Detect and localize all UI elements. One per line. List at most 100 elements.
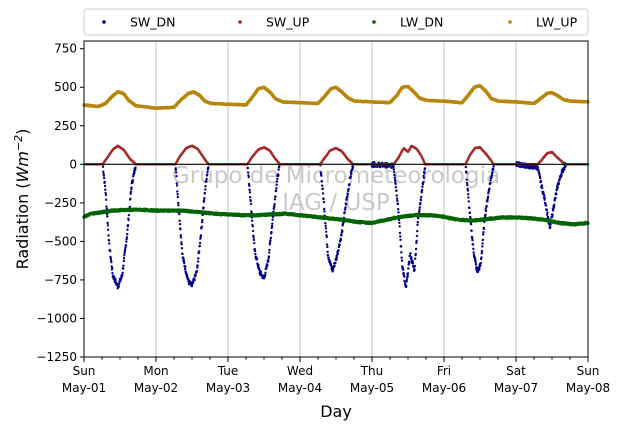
data-point	[325, 230, 328, 233]
data-point	[103, 180, 106, 184]
data-point	[544, 204, 548, 207]
data-point	[185, 274, 189, 277]
data-point	[275, 183, 278, 186]
data-point	[396, 199, 399, 203]
data-point	[122, 264, 125, 267]
data-point	[537, 168, 540, 172]
data-point	[326, 250, 329, 253]
data-point	[401, 266, 405, 270]
data-point	[480, 256, 483, 259]
data-point	[563, 167, 566, 171]
data-point	[267, 259, 270, 263]
data-point	[481, 238, 485, 242]
data-point	[325, 235, 328, 239]
data-point	[248, 191, 252, 194]
data-point	[484, 209, 488, 213]
data-point	[556, 186, 559, 189]
data-point	[397, 218, 401, 222]
data-point	[105, 205, 108, 208]
data-point	[395, 194, 398, 197]
data-point	[247, 175, 250, 179]
data-point	[322, 207, 326, 211]
data-point	[474, 259, 477, 262]
data-point	[176, 201, 180, 205]
data-point	[344, 206, 347, 209]
data-point	[393, 179, 397, 182]
data-point	[274, 195, 277, 198]
data-point	[486, 200, 489, 203]
data-point	[129, 197, 132, 201]
data-point	[109, 257, 112, 260]
data-point	[263, 273, 267, 277]
data-point	[349, 175, 352, 178]
data-point	[400, 256, 403, 259]
data-point	[123, 254, 126, 257]
data-point	[196, 260, 200, 263]
data-point	[402, 271, 405, 275]
data-point	[272, 207, 275, 210]
data-point	[184, 265, 187, 268]
data-point	[194, 273, 197, 277]
data-point	[121, 267, 125, 270]
data-point	[492, 167, 495, 171]
data-point	[107, 234, 110, 237]
data-point	[491, 171, 494, 174]
data-point	[327, 256, 330, 259]
data-point	[543, 196, 546, 200]
data-point	[336, 252, 339, 256]
data-point	[471, 243, 475, 246]
data-point	[489, 182, 492, 185]
data-point	[202, 206, 205, 209]
data-point	[117, 282, 121, 285]
data-point	[326, 253, 330, 257]
data-point	[468, 211, 472, 214]
data-point	[125, 240, 128, 243]
data-point	[543, 198, 546, 201]
data-point	[414, 252, 417, 256]
data-point	[421, 182, 425, 186]
data-point	[320, 180, 324, 183]
data-point	[552, 205, 556, 209]
data-point	[345, 197, 348, 201]
data-point	[350, 172, 353, 176]
data-point	[341, 230, 344, 233]
data-point	[413, 264, 417, 268]
data-point	[337, 249, 340, 252]
data-point	[175, 175, 178, 178]
data-point	[133, 171, 136, 174]
data-point	[324, 227, 328, 230]
data-point	[482, 227, 486, 231]
data-point	[540, 184, 544, 187]
watermark-line-1: Grupo de Micrometeorologia	[172, 163, 500, 189]
data-point	[183, 261, 186, 265]
data-point	[187, 277, 190, 281]
data-point	[416, 229, 419, 233]
data-point	[416, 221, 419, 224]
data-point	[107, 239, 111, 242]
data-point	[469, 223, 473, 226]
data-point	[106, 228, 110, 232]
data-point	[465, 171, 468, 174]
data-point	[399, 235, 402, 238]
data-point	[320, 184, 324, 187]
data-point	[123, 247, 127, 251]
data-point	[393, 176, 396, 179]
data-point	[479, 264, 482, 268]
data-point	[399, 245, 403, 248]
data-point	[179, 234, 182, 237]
data-point	[271, 218, 274, 221]
data-point	[271, 222, 274, 225]
data-point	[551, 213, 554, 217]
data-point	[273, 205, 276, 208]
data-point	[174, 171, 178, 174]
data-point	[106, 215, 109, 218]
data-point	[545, 208, 549, 212]
data-point	[564, 165, 567, 168]
data-point	[392, 168, 396, 171]
data-point	[114, 278, 117, 282]
data-point	[418, 208, 421, 211]
data-point	[351, 166, 355, 169]
data-point	[342, 221, 345, 224]
data-point	[258, 268, 261, 272]
data-point	[129, 192, 132, 195]
